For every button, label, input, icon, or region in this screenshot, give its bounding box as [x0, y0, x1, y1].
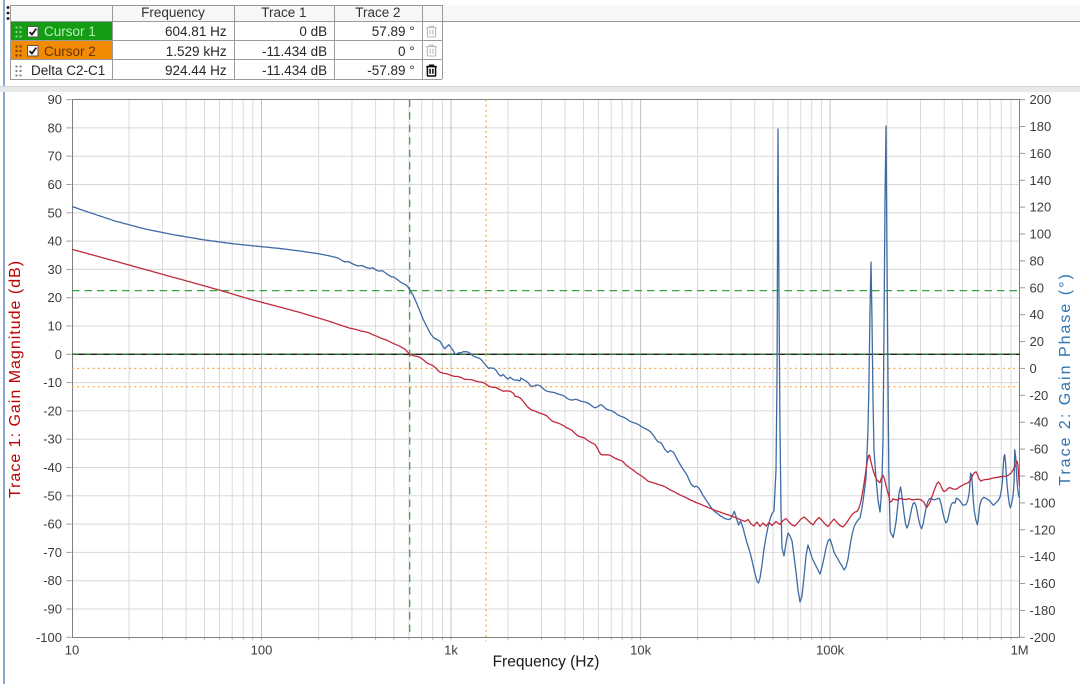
- svg-text:20: 20: [48, 290, 62, 305]
- svg-text:70: 70: [48, 149, 62, 164]
- svg-text:-20: -20: [43, 403, 62, 418]
- svg-text:80: 80: [48, 120, 62, 135]
- svg-text:120: 120: [1030, 200, 1052, 215]
- svg-text:10k: 10k: [630, 643, 651, 658]
- svg-text:-70: -70: [43, 545, 62, 560]
- svg-text:-180: -180: [1030, 603, 1056, 618]
- svg-text:-100: -100: [1030, 495, 1056, 510]
- svg-text:-140: -140: [1030, 549, 1056, 564]
- svg-text:-30: -30: [43, 432, 62, 447]
- svg-text:-60: -60: [1030, 442, 1049, 457]
- svg-text:60: 60: [1030, 280, 1044, 295]
- svg-text:-90: -90: [43, 602, 62, 617]
- svg-text:10: 10: [65, 643, 79, 658]
- svg-text:-120: -120: [1030, 522, 1056, 537]
- svg-text:30: 30: [48, 262, 62, 277]
- svg-text:1M: 1M: [1011, 643, 1029, 658]
- svg-text:-100: -100: [36, 630, 62, 645]
- svg-text:-60: -60: [43, 517, 62, 532]
- svg-text:40: 40: [1030, 307, 1044, 322]
- svg-text:100k: 100k: [816, 643, 845, 658]
- svg-text:0: 0: [55, 347, 62, 362]
- svg-text:-40: -40: [43, 460, 62, 475]
- svg-text:Trace 2: Gain Phase (°): Trace 2: Gain Phase (°): [1057, 272, 1074, 486]
- svg-text:Trace 1: Gain Magnitude (dB): Trace 1: Gain Magnitude (dB): [7, 260, 24, 498]
- svg-text:-20: -20: [1030, 388, 1049, 403]
- svg-text:100: 100: [251, 643, 273, 658]
- svg-text:Frequency (Hz): Frequency (Hz): [493, 654, 600, 671]
- svg-text:200: 200: [1030, 92, 1052, 107]
- svg-text:-80: -80: [43, 573, 62, 588]
- svg-text:180: 180: [1030, 119, 1052, 134]
- svg-text:0: 0: [1030, 361, 1037, 376]
- svg-text:100: 100: [1030, 227, 1052, 242]
- svg-text:-80: -80: [1030, 469, 1049, 484]
- svg-text:60: 60: [48, 177, 62, 192]
- svg-text:-10: -10: [43, 375, 62, 390]
- svg-text:-40: -40: [1030, 415, 1049, 430]
- svg-text:1k: 1k: [444, 643, 458, 658]
- svg-text:160: 160: [1030, 146, 1052, 161]
- svg-text:90: 90: [48, 92, 62, 107]
- svg-text:20: 20: [1030, 334, 1044, 349]
- svg-text:-50: -50: [43, 488, 62, 503]
- svg-text:50: 50: [48, 205, 62, 220]
- svg-text:-160: -160: [1030, 576, 1056, 591]
- svg-text:-200: -200: [1030, 630, 1056, 645]
- svg-text:80: 80: [1030, 253, 1044, 268]
- svg-text:140: 140: [1030, 173, 1052, 188]
- svg-text:40: 40: [48, 234, 62, 249]
- svg-text:10: 10: [48, 319, 62, 334]
